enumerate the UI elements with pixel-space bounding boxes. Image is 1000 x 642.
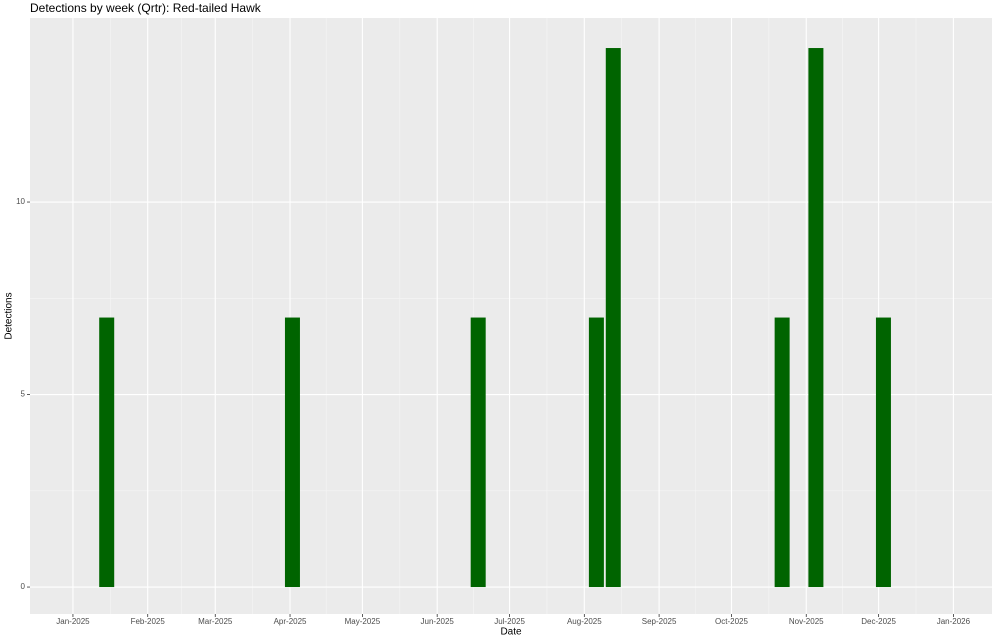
x-tick-label: Feb-2025 — [131, 617, 166, 626]
x-tick-label: Apr-2025 — [274, 617, 307, 626]
x-tick-label: Dec-2025 — [861, 617, 896, 626]
x-tick-label: Jul-2025 — [494, 617, 525, 626]
bar — [808, 48, 824, 588]
bar — [875, 317, 891, 588]
bar — [605, 48, 621, 588]
x-tick-label: Aug-2025 — [567, 617, 602, 626]
y-tick-label: 0 — [21, 582, 26, 591]
bar — [774, 317, 790, 588]
plot-background — [30, 18, 992, 614]
x-tick-label: Mar-2025 — [198, 617, 233, 626]
chart-title: Detections by week (Qrtr): Red-tailed Ha… — [30, 1, 262, 15]
y-tick-label: 5 — [21, 390, 26, 399]
y-axis-label: Detections — [4, 292, 15, 339]
y-tick-label: 10 — [16, 197, 25, 206]
bar — [99, 317, 115, 588]
x-tick-label: Jan-2025 — [56, 617, 90, 626]
x-tick-label: Jan-2026 — [937, 617, 971, 626]
bar — [284, 317, 300, 588]
x-tick-label: Jun-2025 — [421, 617, 455, 626]
bar — [588, 317, 604, 588]
x-tick-label: Sep-2025 — [642, 617, 677, 626]
x-tick-label: Oct-2025 — [715, 617, 748, 626]
x-tick-label: May-2025 — [345, 617, 381, 626]
x-tick-label: Nov-2025 — [789, 617, 824, 626]
bar — [470, 317, 486, 588]
x-axis-label: Date — [500, 627, 522, 638]
